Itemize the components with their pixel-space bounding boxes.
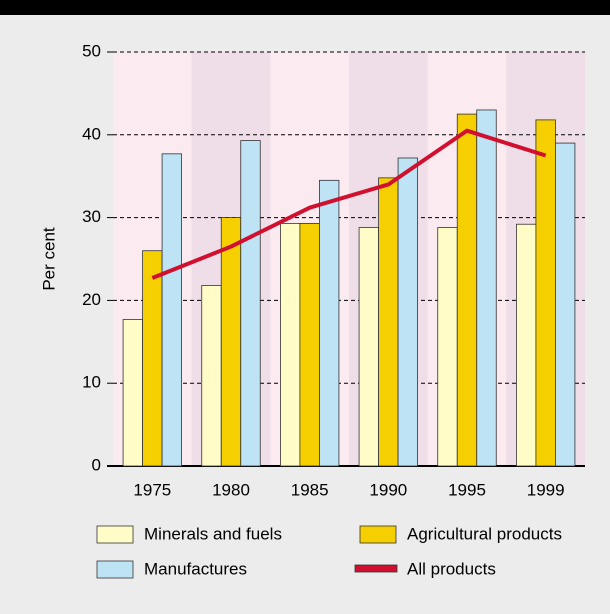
bar <box>319 179 340 467</box>
line <box>151 128 547 280</box>
bar <box>476 109 497 467</box>
bar <box>516 223 537 467</box>
legend-label: All products <box>407 559 496 578</box>
legend-label: Manufactures <box>144 559 247 578</box>
bar <box>456 113 478 467</box>
legend-swatch <box>359 525 397 544</box>
bar <box>437 227 458 467</box>
legend-label: Agricultural products <box>407 524 562 543</box>
bar <box>142 250 163 467</box>
bar <box>240 140 261 467</box>
legend-swatch <box>96 560 134 579</box>
bar <box>201 285 222 467</box>
x-tick-label: 1990 <box>369 480 407 499</box>
y-tick-label: 10 <box>82 373 101 392</box>
y-tick-label: 50 <box>82 41 101 60</box>
y-tick-label: 20 <box>82 290 101 309</box>
y-axis-label: Per cent <box>39 227 58 291</box>
bar <box>358 227 379 467</box>
y-tick-label: 40 <box>82 124 101 143</box>
bar <box>122 319 143 467</box>
bar <box>280 222 301 467</box>
x-tick-label: 1985 <box>291 480 329 499</box>
x-tick-label: 1999 <box>527 480 565 499</box>
legend-label: Minerals and fuels <box>144 524 282 543</box>
legend-swatch <box>354 564 398 573</box>
y-tick-label: 30 <box>82 207 101 226</box>
bar <box>397 157 418 467</box>
bar <box>220 217 242 467</box>
x-tick-label: 1995 <box>448 480 486 499</box>
legend-swatch <box>96 525 134 544</box>
bar <box>378 177 399 467</box>
bar <box>555 142 576 467</box>
y-tick-label: 0 <box>92 455 101 474</box>
top-bar <box>0 0 610 15</box>
bar <box>535 119 556 467</box>
x-tick-label: 1975 <box>133 480 171 499</box>
bar <box>161 153 182 467</box>
x-tick-label: 1980 <box>212 480 250 499</box>
bar <box>299 222 320 467</box>
